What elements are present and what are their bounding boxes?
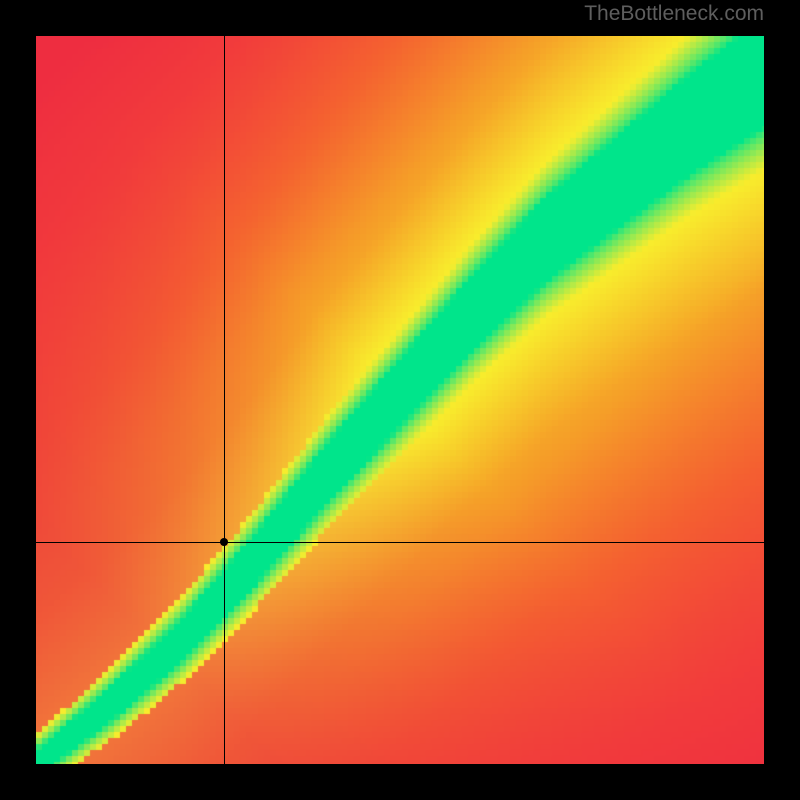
heatmap-canvas (36, 36, 764, 764)
heatmap-plot (36, 36, 764, 764)
watermark-text: TheBottleneck.com (584, 2, 764, 26)
crosshair-horizontal (36, 542, 764, 543)
crosshair-vertical (224, 36, 225, 764)
crosshair-point (220, 538, 228, 546)
